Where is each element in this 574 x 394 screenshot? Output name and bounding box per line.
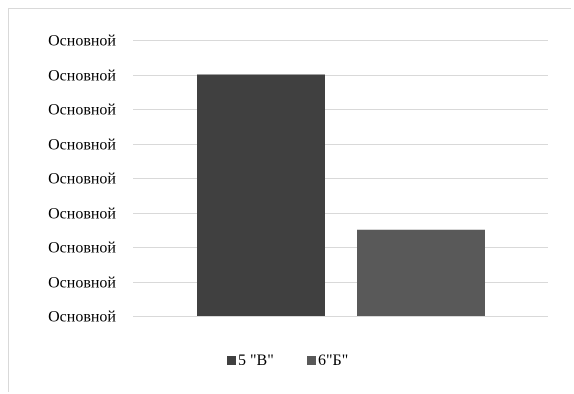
legend: 5 "В" 6"Б" bbox=[227, 352, 348, 369]
legend-label: 5 "В" bbox=[238, 352, 274, 369]
legend-label: 6"Б" bbox=[318, 352, 348, 369]
legend-swatch bbox=[307, 356, 316, 365]
bars bbox=[197, 74, 485, 316]
legend-swatch bbox=[227, 356, 236, 365]
y-tick-label: Основной bbox=[48, 33, 116, 50]
y-tick-label: Основной bbox=[48, 68, 116, 85]
bar bbox=[357, 229, 485, 316]
bar bbox=[197, 74, 325, 316]
y-tick-label: Основной bbox=[48, 171, 116, 188]
y-tick-label: Основной bbox=[48, 102, 116, 119]
y-axis-tick-labels: Основной Основной Основной Основной Основной… bbox=[48, 33, 116, 326]
y-tick-label: Основной bbox=[48, 309, 116, 326]
y-tick-label: Основной bbox=[48, 275, 116, 292]
y-tick-label: Основной bbox=[48, 206, 116, 223]
y-tick-label: Основной bbox=[48, 137, 116, 154]
y-tick-label: Основной bbox=[48, 240, 116, 257]
gridlines bbox=[133, 40, 548, 317]
